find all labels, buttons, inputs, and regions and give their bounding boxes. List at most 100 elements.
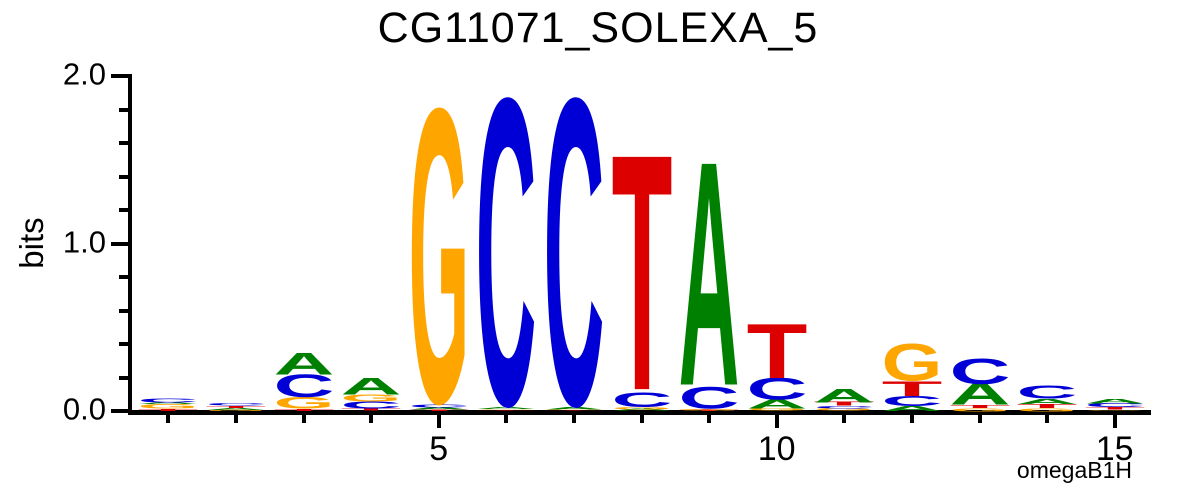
y-tick-label: 1.0 — [62, 224, 106, 260]
svg-text:A: A — [882, 405, 943, 413]
logo-letter-A-pos-5: A — [408, 407, 469, 411]
logo-letter-T-pos-1: T — [138, 408, 199, 411]
y-minor-tick — [119, 107, 130, 112]
logo-letter-A-pos-4: A — [341, 373, 402, 400]
svg-text:C: C — [949, 351, 1010, 391]
logo-letter-G-pos-11: G — [814, 408, 875, 412]
svg-text:T: T — [814, 401, 875, 407]
x-minor-tick — [369, 415, 374, 423]
x-minor-tick — [977, 415, 982, 423]
logo-letter-T-pos-14: T — [1017, 402, 1078, 408]
logo-letter-A-pos-6: A — [476, 407, 537, 410]
svg-text:G: G — [476, 409, 537, 410]
logo-letter-A-pos-8: A — [611, 409, 672, 412]
svg-text:G: G — [408, 22, 469, 491]
logo-letter-T-pos-15: T — [1084, 407, 1145, 411]
y-minor-tick — [119, 208, 130, 212]
logo-letter-C-pos-12: C — [882, 393, 943, 409]
svg-text:T: T — [611, 85, 672, 462]
svg-text:C: C — [341, 400, 402, 411]
y-minor-tick — [119, 174, 130, 179]
svg-text:T: T — [408, 410, 469, 412]
logo-letter-G-pos-14: G — [1017, 407, 1078, 412]
svg-text:G: G — [341, 393, 402, 404]
logo-letter-G-pos-12: G — [882, 333, 943, 392]
logo-letter-G-pos-1: G — [138, 403, 199, 410]
y-tick-label: 0.0 — [62, 391, 106, 427]
logo-letter-T-pos-12: T — [882, 376, 943, 400]
logo-letter-C-pos-1: C — [138, 398, 199, 404]
logo-letter-T-pos-11: T — [814, 401, 875, 407]
logo-letter-G-pos-13: G — [949, 407, 1010, 412]
svg-text:A: A — [1017, 397, 1078, 405]
logo-letter-C-pos-4: C — [341, 400, 402, 411]
logo-letter-C-pos-14: C — [1017, 382, 1078, 402]
logo-letter-A-pos-13: A — [949, 378, 1010, 411]
logo-letter-C-pos-6: C — [476, 8, 537, 496]
logo-letter-G-pos-8: G — [611, 406, 672, 410]
x-tick-label: 5 — [429, 430, 449, 468]
y-major-tick — [111, 241, 130, 246]
y-minor-tick — [119, 342, 130, 346]
svg-text:G: G — [1017, 407, 1078, 412]
y-minor-tick — [119, 308, 130, 313]
svg-text:C: C — [138, 398, 199, 404]
logo-letter-T-pos-13: T — [949, 404, 1010, 409]
svg-text:G: G — [679, 408, 740, 410]
y-axis-line — [128, 74, 132, 415]
logo-letter-G-pos-6: G — [476, 409, 537, 410]
svg-text:A: A — [138, 402, 199, 405]
logo-letter-G-pos-10: G — [746, 408, 807, 412]
y-major-tick — [111, 409, 130, 413]
svg-text:T: T — [476, 410, 537, 411]
logo-letter-C-pos-3: C — [273, 368, 334, 404]
svg-text:G: G — [138, 403, 199, 410]
svg-text:G: G — [1084, 410, 1145, 411]
logo-letter-C-pos-7: C — [544, 7, 605, 496]
logo-letter-G-pos-5: G — [408, 22, 469, 491]
svg-text:A: A — [206, 407, 267, 410]
svg-text:A: A — [679, 94, 740, 452]
logo-letter-A-pos-10: A — [746, 397, 807, 411]
x-minor-tick — [707, 415, 712, 423]
x-minor-tick — [166, 415, 171, 423]
y-major-tick — [111, 74, 130, 78]
svg-text:G: G — [949, 407, 1010, 412]
svg-text:A: A — [1084, 398, 1145, 405]
logo-letter-A-pos-12: A — [882, 405, 943, 413]
logo-letter-G-pos-3: G — [273, 394, 334, 413]
svg-text:A: A — [949, 378, 1010, 411]
logo-letter-A-pos-7: A — [544, 406, 605, 410]
svg-text:A: A — [476, 407, 537, 410]
logo-letter-T-pos-4: T — [341, 408, 402, 412]
svg-text:T: T — [746, 307, 807, 395]
svg-text:A: A — [408, 407, 469, 411]
svg-text:C: C — [746, 371, 807, 406]
svg-text:T: T — [206, 405, 267, 408]
svg-text:T: T — [882, 376, 943, 400]
svg-text:A: A — [273, 347, 334, 382]
logo-letter-A-pos-1: A — [138, 402, 199, 405]
y-tick-label: 2.0 — [62, 56, 106, 92]
y-minor-tick — [119, 275, 130, 279]
svg-text:T: T — [1017, 402, 1078, 408]
x-minor-tick — [504, 415, 509, 423]
logo-letter-G-pos-2: G — [206, 410, 267, 412]
x-major-tick — [436, 415, 441, 428]
svg-text:A: A — [814, 385, 875, 406]
svg-text:A: A — [746, 397, 807, 411]
svg-text:C: C — [814, 405, 875, 409]
svg-text:C: C — [206, 403, 267, 407]
svg-text:G: G — [882, 333, 943, 392]
svg-text:G: G — [544, 409, 605, 410]
logo-letter-C-pos-9: C — [679, 380, 740, 415]
svg-text:C: C — [1017, 382, 1078, 402]
x-major-tick — [774, 415, 779, 428]
svg-text:A: A — [611, 409, 672, 412]
logo-letter-G-pos-4: G — [341, 393, 402, 404]
x-major-tick — [1112, 415, 1117, 428]
svg-text:T: T — [341, 408, 402, 412]
x-tick-label: 15 — [1095, 430, 1134, 468]
logo-letter-T-pos-8: T — [611, 85, 672, 462]
logo-letter-T-pos-3: T — [273, 408, 334, 411]
